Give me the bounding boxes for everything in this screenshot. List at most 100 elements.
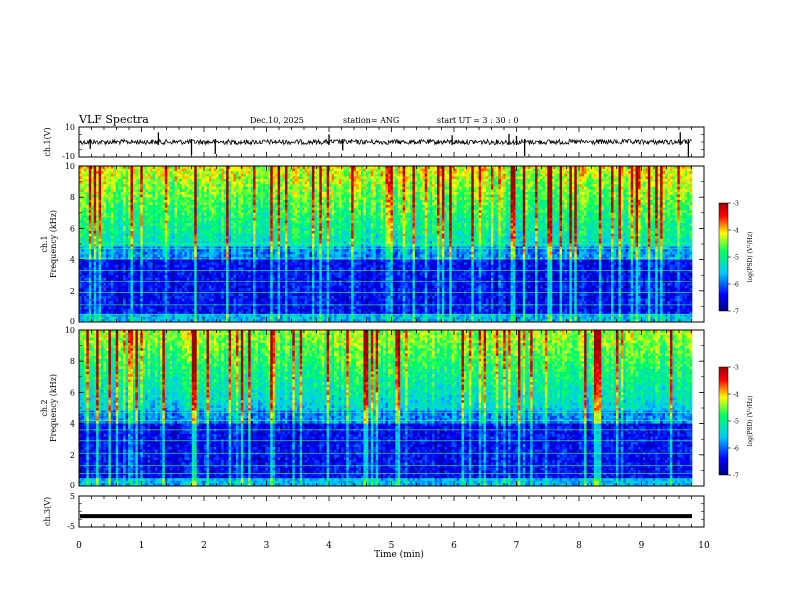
spectrogram-cell [258,215,261,219]
spectrogram-cell [287,212,291,216]
spectrogram-cell [390,171,394,175]
spectrogram-cell [459,168,462,172]
spectrogram-cell [287,179,291,182]
spectrogram-cell [346,207,350,211]
spectrogram-cell [645,197,649,201]
spectrogram-cell [253,197,256,201]
spectrogram-cell [441,192,445,195]
spectrogram-cell [231,189,234,193]
spectrogram-cell [566,166,570,169]
spectrogram-cell [596,176,600,180]
spectrogram-cell [468,194,472,198]
spectrogram-cell [471,194,475,198]
spectrogram-cell [385,207,389,211]
spectrogram-cell [297,176,300,180]
spectrogram-cell [218,173,222,177]
spectrogram-cell [571,205,575,208]
spectrogram-cell [380,168,384,172]
spectrogram-cell [79,179,82,182]
spectrogram-cell [598,192,602,195]
spectrogram-cell [81,189,85,193]
spectrogram-cell [132,168,136,172]
spectrogram-cell [142,194,146,198]
spectrogram-cell [618,189,622,193]
spectrogram-cell [128,179,131,182]
spectrogram-cell [574,207,578,211]
spectrogram-cell [270,205,274,208]
spectrogram-cell [79,186,82,190]
spectrogram-cell [615,181,619,185]
spectrogram-cell [422,212,426,216]
spectrogram-cell [123,199,126,203]
spectrogram-cell [311,210,315,214]
spectrogram-cell [535,173,538,177]
spectrogram-cell [79,205,82,208]
spectrogram-cell [167,192,171,195]
spectrogram-cell [172,189,175,193]
spectrogram-cell [140,179,144,182]
spectrogram-cell [181,168,185,172]
spectrogram-cell [476,207,479,211]
spectrogram-cell [272,199,276,203]
spectrogram-cell [373,212,376,216]
spectrogram-cell [593,179,597,182]
spectrogram-cell [601,176,605,180]
spectrogram-cell [86,173,90,177]
spectrogram-cell [532,168,536,172]
spectrogram-cell [665,168,668,172]
spectrogram-cell [348,166,352,169]
spectrogram-cell [581,197,585,201]
spectrogram-cell [657,179,661,182]
spectrogram-cell [662,207,666,211]
spectrogram-cell [142,197,146,201]
spectrogram-cell [174,186,178,190]
spectrogram-cell [343,212,347,216]
spectrogram-cell [662,192,666,195]
spectrogram-cell [463,181,467,185]
spectrogram-cell [211,202,215,206]
spectrogram-cell [483,192,487,195]
spectrogram-cell [277,215,281,219]
spectrogram-cell [486,205,489,208]
spectrogram-cell [280,168,283,172]
spectrogram-cell [478,184,482,188]
spectrogram-cell [422,197,426,201]
spectrogram-cell [537,171,541,175]
spectrogram-cell [128,192,131,195]
spectrogram-cell [299,186,303,190]
spectrogram-cell [657,189,661,193]
spectrogram-cell [682,181,685,185]
spectrogram-cell [299,212,303,216]
spectrogram-cell [356,171,359,175]
spectrogram-cell [368,186,372,190]
spectrogram-cell [606,176,609,180]
spectrogram-cell [562,189,565,193]
spectrogram-cell [562,166,565,169]
spectrogram-cell [211,184,215,188]
spectrogram-cell [468,173,472,177]
spectrogram-cell [677,179,681,182]
spectrogram-cell [309,181,313,185]
spectrogram-cell [459,184,462,188]
spectrogram-cell [240,189,244,193]
spectrogram-cell [375,166,379,169]
spectrogram-cell [569,171,573,175]
spectrogram-cell [684,212,688,216]
spectrogram-cell [110,189,114,193]
spectrogram-cell [260,199,264,203]
spectrogram-cell [677,212,681,216]
spectrogram-cell [302,176,305,180]
spectrogram-cell [240,215,244,219]
spectrogram-cell [667,207,671,211]
spectrogram-cell [557,194,560,198]
spectrogram-cell [338,189,342,193]
spectrogram-cell [677,197,681,201]
spectrogram-cell [674,176,678,180]
spectrogram-cell [650,192,654,195]
spectrogram-cell [338,186,342,190]
spectrogram-cell [206,197,210,201]
spectrogram-cell [235,173,239,177]
spectrogram-cell [103,215,107,219]
spectrogram-cell [493,171,497,175]
spectrogram-cell [338,199,342,203]
